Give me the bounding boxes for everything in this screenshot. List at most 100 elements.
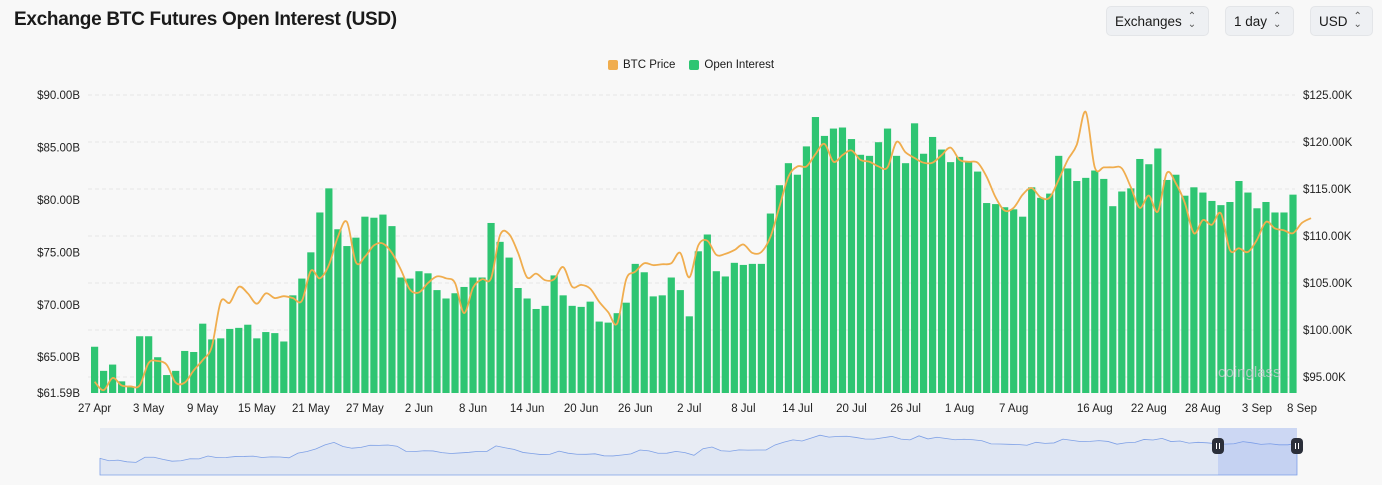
open-interest-bar[interactable] [496,241,504,393]
open-interest-bar[interactable] [469,277,477,393]
open-interest-bar[interactable] [1289,194,1297,393]
open-interest-bar[interactable] [838,127,847,393]
open-interest-bar[interactable] [974,171,982,393]
open-interest-bar[interactable] [352,237,360,393]
open-interest-bar[interactable] [1010,209,1018,393]
open-interest-bar[interactable] [199,323,207,393]
open-interest-bar[interactable] [757,263,765,393]
open-interest-bar[interactable] [865,155,874,393]
open-interest-bar[interactable] [739,264,747,393]
open-interest-bar[interactable] [1091,170,1099,393]
open-interest-bar[interactable] [1253,208,1261,393]
open-interest-bar[interactable] [442,298,450,393]
open-interest-bar[interactable] [1226,201,1234,393]
open-interest-bar[interactable] [1199,192,1207,393]
open-interest-bar[interactable] [1046,193,1054,393]
open-interest-bar[interactable] [730,262,738,393]
open-interest-bar[interactable] [712,271,720,393]
open-interest-bar[interactable] [901,163,910,393]
open-interest-bar[interactable] [703,234,711,393]
open-interest-bar[interactable] [1235,181,1243,393]
open-interest-bar[interactable] [568,305,576,393]
open-interest-bar[interactable] [1028,187,1036,393]
currency-select[interactable]: USD ⌃ ⌄ [1310,6,1373,36]
open-interest-bar[interactable] [271,333,279,393]
open-interest-bar[interactable] [1100,178,1108,393]
open-interest-bar[interactable] [451,293,459,393]
open-interest-bar[interactable] [235,327,243,393]
open-interest-bar[interactable] [1109,206,1117,393]
open-interest-bar[interactable] [631,263,639,393]
open-interest-bar[interactable] [370,217,378,393]
open-interest-bar[interactable] [226,328,234,393]
open-interest-bar[interactable] [154,357,162,393]
open-interest-bar[interactable] [1190,187,1198,393]
open-interest-bar[interactable] [1064,168,1072,393]
open-interest-bar[interactable] [136,336,144,393]
open-interest-bar[interactable] [298,278,306,393]
open-interest-bar[interactable] [559,295,567,393]
open-interest-bar[interactable] [919,153,928,393]
open-interest-bar[interactable] [748,263,756,393]
open-interest-bar[interactable] [1118,191,1126,393]
open-interest-bar[interactable] [983,203,991,393]
open-interest-bar[interactable] [928,136,937,393]
open-interest-bar[interactable] [595,321,603,393]
open-interest-bar[interactable] [802,146,811,393]
open-interest-bar[interactable] [829,128,838,393]
open-interest-bar[interactable] [811,117,820,393]
open-interest-bar[interactable] [1280,212,1288,393]
open-interest-bar[interactable] [721,276,729,393]
open-interest-bar[interactable] [820,135,829,393]
open-interest-bar[interactable] [217,338,225,393]
navigator-right-handle[interactable] [1291,438,1303,454]
open-interest-bar[interactable] [1244,192,1252,393]
legend-item-btc-price[interactable]: BTC Price [608,59,675,71]
open-interest-bar[interactable] [1217,205,1225,393]
open-interest-bar[interactable] [1001,207,1009,393]
open-interest-bar[interactable] [307,252,315,393]
open-interest-bar[interactable] [1154,148,1162,393]
open-interest-bar[interactable] [514,288,522,393]
open-interest-bar[interactable] [1145,164,1153,393]
open-interest-bar[interactable] [406,278,414,393]
open-interest-bar[interactable] [667,277,675,393]
open-interest-bar[interactable] [1262,201,1270,393]
open-interest-bar[interactable] [1127,188,1135,393]
open-interest-bar[interactable] [415,271,423,393]
open-interest-bar[interactable] [1136,158,1144,393]
open-interest-bar[interactable] [956,156,964,393]
open-interest-bar[interactable] [883,128,892,393]
open-interest-bar[interactable] [793,174,802,393]
open-interest-bar[interactable] [289,295,297,393]
open-interest-bar[interactable] [965,162,973,393]
navigator-selection[interactable] [1218,428,1297,475]
open-interest-bar[interactable] [316,212,324,393]
legend-item-open-interest[interactable]: Open Interest [689,59,774,71]
open-interest-bar[interactable] [1073,181,1081,393]
open-interest-bar[interactable] [91,346,99,393]
open-interest-bar[interactable] [532,308,540,393]
interval-select[interactable]: 1 day ⌃ ⌄ [1225,6,1294,36]
open-interest-bar[interactable] [640,272,648,393]
open-interest-bar[interactable] [379,214,387,393]
open-interest-bar[interactable] [343,246,351,393]
open-interest-bar[interactable] [937,149,946,393]
open-interest-bar[interactable] [910,123,919,393]
open-interest-bar[interactable] [487,222,495,393]
open-interest-bar[interactable] [262,332,270,393]
open-interest-bar[interactable] [847,139,856,393]
open-interest-bar[interactable] [694,251,702,393]
open-interest-bar[interactable] [577,306,585,393]
open-interest-bar[interactable] [892,155,901,393]
open-interest-bar[interactable] [766,213,774,393]
navigator-left-handle[interactable] [1212,438,1224,454]
open-interest-bar[interactable] [478,277,486,393]
open-interest-bar[interactable] [1055,155,1063,393]
open-interest-bar[interactable] [1019,216,1027,393]
open-interest-bar[interactable] [100,370,108,393]
open-interest-bar[interactable] [992,204,1000,393]
open-interest-bar[interactable] [947,162,955,393]
open-interest-bar[interactable] [334,229,342,393]
open-interest-bar[interactable] [1271,212,1279,393]
